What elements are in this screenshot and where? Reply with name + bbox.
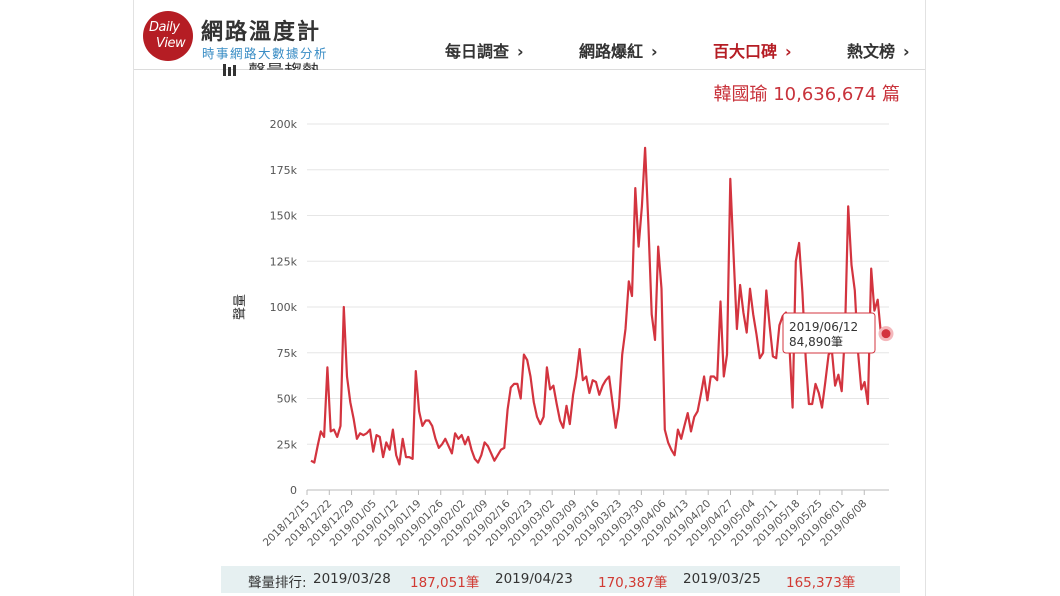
logo-text-view: View [156,36,186,51]
rank-1-date: 2019/03/28 [313,571,391,587]
site-header: Daily View 網路溫度計 時事網路大數據分析 每日調查 › 網路爆紅 › 百… [134,0,925,70]
series-line [310,146,883,466]
nav-item-viral[interactable]: 網路爆紅 › [579,38,658,62]
chevron-right-icon: › [785,42,792,61]
rank-2-value: 170,387筆 [598,575,668,591]
y-tick-label: 150k [270,210,298,223]
site-title[interactable]: 網路溫度計 [201,20,322,45]
site-subtitle: 時事網路大數據分析 [202,46,329,61]
tooltip-value: 84,890筆 [789,335,843,349]
rank-3-value: 165,373筆 [786,575,856,591]
chevron-right-icon: › [903,42,910,61]
dailyview-logo-icon[interactable]: Daily View [143,11,193,61]
bar-chart-icon [223,64,236,76]
nav-label: 網路爆紅 [579,42,644,61]
ranking-label: 聲量排行: [248,575,307,591]
y-tick-label: 125k [270,255,298,268]
nav-item-daily-survey[interactable]: 每日調查 › [445,38,524,62]
nav-item-hot-articles[interactable]: 熱文榜 › [847,38,910,62]
y-tick-label: 50k [277,393,298,406]
nav-item-top-100[interactable]: 百大口碑 › [713,38,792,62]
nav-label: 每日調查 [445,42,510,61]
y-tick-label: 0 [290,484,297,497]
y-tick-label: 200k [270,118,298,131]
tooltip-date: 2019/06/12 [789,320,858,334]
total-volume: 韓國瑜 10,636,674 篇 [713,84,900,105]
y-tick-label: 175k [270,164,298,177]
hover-point[interactable] [878,326,894,342]
rank-1-value: 187,051筆 [410,575,480,591]
nav-label: 熱文榜 [847,42,896,61]
logo-text-daily: Daily [149,20,180,35]
tooltip: 2019/06/12 84,890筆 [782,312,876,354]
tooltip-box [782,312,876,354]
y-tick-label: 25k [277,438,298,451]
nav-label: 百大口碑 [713,42,778,61]
y-tick-label: 100k [270,301,298,314]
y-axis-label: 聲量 [232,294,248,320]
y-tick-label: 75k [277,347,298,360]
chevron-right-icon: › [651,42,658,61]
section-title: 聲量趨勢 [248,58,320,70]
page-container: Daily View 網路溫度計 時事網路大數據分析 每日調查 › 網路爆紅 › 百… [133,0,926,596]
rank-3-date: 2019/03/25 [683,571,761,587]
ranking-bar: 聲量排行: 2019/03/28 187,051筆 2019/04/23 170… [221,566,900,593]
chevron-right-icon: › [517,42,524,61]
rank-2-date: 2019/04/23 [495,571,573,587]
